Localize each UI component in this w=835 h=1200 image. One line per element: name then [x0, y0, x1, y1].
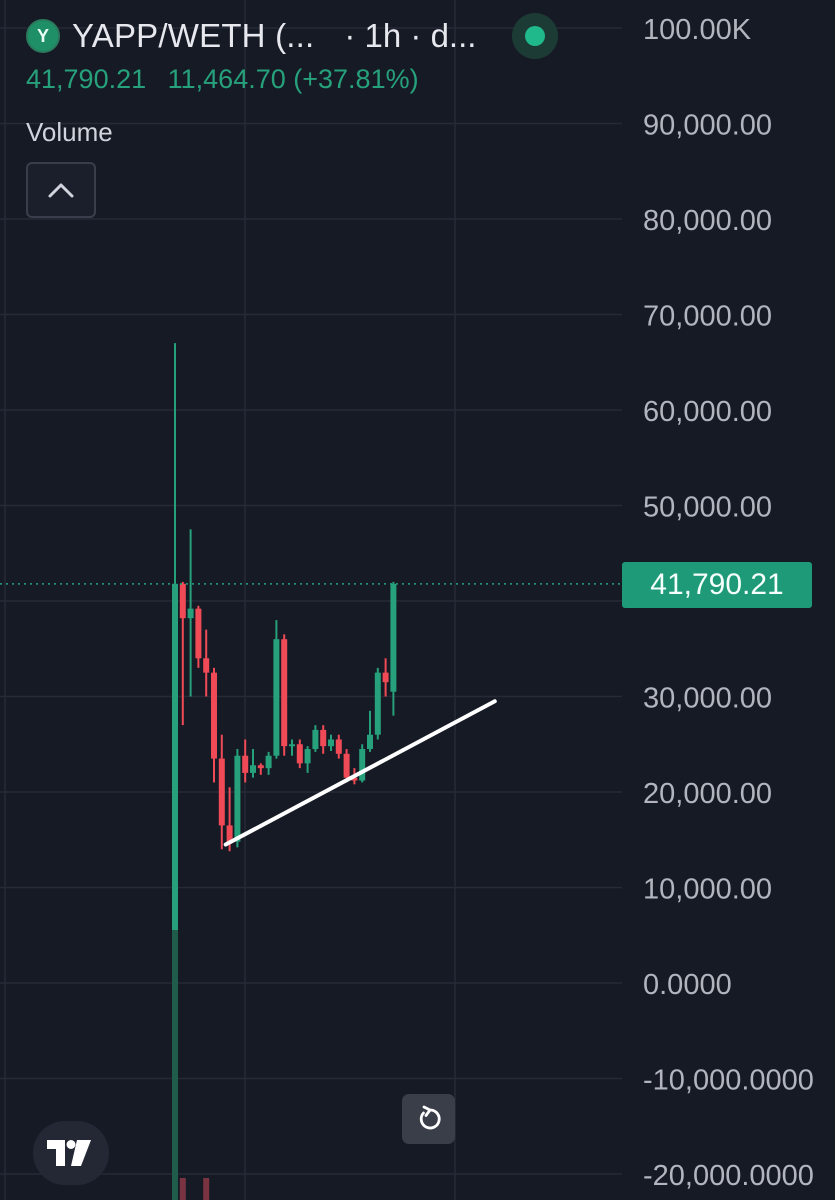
- symbol-title[interactable]: YAPP/WETH (...: [72, 17, 315, 54]
- candle-body: [367, 734, 373, 750]
- status-dot-icon: [525, 26, 546, 46]
- collapse-legend-button[interactable]: [26, 162, 96, 218]
- candle-body: [195, 608, 202, 659]
- current-price-value: 41,790.21: [26, 64, 147, 94]
- candle-body: [351, 777, 358, 781]
- candle: [335, 734, 342, 759]
- candle-body: [343, 753, 350, 778]
- candle-body: [242, 755, 249, 773]
- last-price-label: 41,790.21: [622, 562, 812, 608]
- candle: [328, 734, 334, 751]
- y-axis-tick-label: 10,000.00: [643, 874, 772, 906]
- y-axis-tick-label: 90,000.00: [643, 110, 772, 142]
- tradingview-logo[interactable]: [33, 1121, 109, 1185]
- trendline-drawing: [223, 699, 497, 847]
- candle-body: [359, 749, 366, 781]
- candle-body: [203, 658, 210, 673]
- price-axis: 100.00K 90,000.00 80,000.00 70,000.00 60,000…: [643, 14, 814, 1192]
- candle: [289, 739, 295, 756]
- candle-body: [382, 672, 389, 683]
- candle: [242, 739, 249, 783]
- candle-body: [296, 744, 303, 764]
- candle: [382, 658, 389, 697]
- candle: [218, 734, 225, 850]
- candle: [257, 763, 264, 775]
- token-logo-icon[interactable]: Y: [26, 19, 60, 53]
- candle-body: [281, 639, 288, 747]
- candle: [320, 725, 327, 754]
- candle-body: [390, 583, 397, 692]
- candle: [296, 739, 303, 769]
- candle: [312, 725, 319, 752]
- candle: [203, 629, 210, 697]
- reset-chart-button[interactable]: [402, 1094, 455, 1144]
- price-change-row: 41,790.21 11,464.70 (+37.81%): [26, 64, 558, 95]
- candle-body: [257, 765, 264, 769]
- candle-body: [187, 608, 194, 619]
- y-axis-tick-label: 30,000.00: [643, 683, 772, 715]
- candles-layer: [172, 343, 397, 1200]
- candle-body: [226, 825, 233, 842]
- overlay-layer: [0, 583, 622, 847]
- last-price-text: 41,790.21: [650, 568, 784, 601]
- volume-bar: [179, 1178, 186, 1200]
- chevron-up-icon: [48, 183, 74, 198]
- candle-body: [265, 755, 272, 769]
- candle-body: [234, 755, 241, 842]
- volume-indicator-label[interactable]: Volume: [26, 117, 113, 147]
- market-status-indicator[interactable]: [512, 13, 559, 59]
- candle: [343, 749, 350, 783]
- candle-body: [172, 583, 178, 983]
- candle: [211, 667, 217, 783]
- candle-body: [211, 672, 217, 759]
- candle-body: [289, 744, 295, 747]
- candle: [359, 744, 366, 783]
- candle: [187, 529, 194, 697]
- candle-body: [250, 765, 256, 773]
- candle: [390, 581, 397, 716]
- candle-body: [218, 758, 225, 826]
- chart-legend: Y YAPP/WETH (... · 1h · d... 41,790.21 1…: [26, 13, 559, 218]
- y-axis-tick-label: 70,000.00: [643, 301, 772, 333]
- candle: [273, 620, 280, 759]
- candle: [195, 605, 202, 668]
- candle-body: [304, 749, 311, 764]
- candle-body: [335, 739, 342, 754]
- candle-body: [179, 583, 186, 619]
- candle-body: [312, 729, 319, 750]
- y-axis-tick-label: 20,000.00: [643, 778, 772, 810]
- price-change-value: 11,464.70 (+37.81%): [167, 64, 419, 94]
- candle: [374, 667, 381, 740]
- candle: [265, 751, 272, 775]
- tradingview-logo-icon: [47, 1140, 91, 1166]
- volume-bar: [203, 1178, 210, 1200]
- candle-body: [328, 739, 334, 747]
- candle: [281, 634, 288, 756]
- y-axis-tick-label: 80,000.00: [643, 205, 772, 237]
- candle-body: [320, 729, 327, 747]
- volume-bar: [172, 930, 178, 1200]
- candle: [367, 710, 373, 752]
- reset-rotate-icon: [419, 1105, 441, 1130]
- token-logo-letter: Y: [36, 25, 49, 46]
- y-axis-tick-label: 100.00K: [643, 14, 752, 46]
- candle: [304, 746, 311, 773]
- y-axis-tick-label: 50,000.00: [643, 492, 772, 524]
- candle-body: [374, 672, 381, 735]
- y-axis-tick-label: 0.0000: [643, 969, 732, 1001]
- candle: [250, 749, 256, 778]
- candle-body: [273, 639, 280, 756]
- candle: [179, 581, 186, 726]
- interval-label[interactable]: · 1h · d...: [344, 17, 477, 54]
- y-axis-tick-label: 60,000.00: [643, 396, 772, 428]
- candle: [234, 749, 241, 848]
- y-axis-tick-label: -10,000.0000: [643, 1065, 814, 1097]
- y-axis-tick-label: -20,000.0000: [643, 1160, 814, 1192]
